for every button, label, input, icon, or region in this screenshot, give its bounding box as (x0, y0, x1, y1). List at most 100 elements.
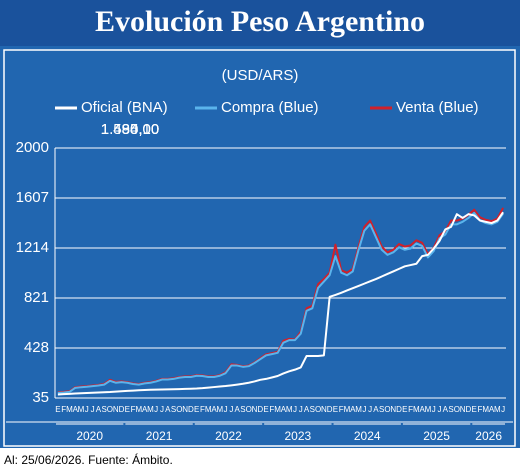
x-tick-label: J (432, 405, 436, 414)
chart-subtitle: (USD/ARS) (222, 67, 299, 84)
x-tick-label: A (350, 405, 356, 414)
x-tick-label: M (344, 405, 351, 414)
x-tick-label: F (61, 405, 66, 414)
x-tick-label: N (113, 405, 119, 414)
x-tick-label: F (408, 405, 413, 414)
x-tick-label: J (362, 405, 366, 414)
chart-title: Evolución Peso Argentino (95, 5, 425, 38)
x-tick-label: F (339, 405, 344, 414)
x-tick-label: D (396, 405, 402, 414)
legend-value: 1.495,00 (101, 121, 159, 138)
x-tick-label: J (501, 405, 505, 414)
x-tick-label: A (489, 405, 495, 414)
x-tick-label: S (310, 405, 315, 414)
x-tick-label: D (257, 405, 263, 414)
year-label: 2026 (475, 429, 502, 443)
x-tick-label: E (194, 405, 199, 414)
y-tick-label: 1607 (16, 189, 49, 206)
x-tick-label: D (327, 405, 333, 414)
title-bar (0, 0, 520, 46)
x-tick-label: N (390, 405, 396, 414)
x-tick-label: M (494, 405, 501, 414)
x-tick-label: M (482, 405, 489, 414)
panel (0, 0, 520, 448)
x-tick-label: N (252, 405, 258, 414)
x-tick-label: M (413, 405, 420, 414)
series-line (57, 211, 504, 394)
x-tick-label: A (165, 405, 171, 414)
y-tick-label: 428 (24, 339, 49, 356)
x-tick-label: J (368, 405, 372, 414)
panel-border (3, 49, 516, 447)
series-line (57, 211, 504, 396)
x-tick-label: D (466, 405, 472, 414)
y-tick-label: 2000 (16, 139, 49, 156)
x-tick-label: M (78, 405, 85, 414)
x-tick-label: M (216, 405, 223, 414)
x-tick-label: J (224, 405, 228, 414)
x-tick-label: E (263, 405, 268, 414)
x-tick-label: O (246, 405, 252, 414)
x-tick-label: J (229, 405, 233, 414)
x-tick-label: F (131, 405, 136, 414)
x-tick-label: E (55, 405, 60, 414)
x-tick-label: O (315, 405, 321, 414)
legend-value: 1.484,10 (101, 121, 159, 138)
x-tick-label: M (205, 405, 212, 414)
x-tick-label: A (96, 405, 102, 414)
x-tick-label: J (91, 405, 95, 414)
x-tick-label: A (304, 405, 310, 414)
x-tick-label: A (211, 405, 217, 414)
x-tick-label: N (182, 405, 188, 414)
x-tick-label: N (460, 405, 466, 414)
x-tick-label: E (472, 405, 477, 414)
x-tick-label: A (443, 405, 449, 414)
x-tick-label: F (200, 405, 205, 414)
x-tick-label: J (299, 405, 303, 414)
x-tick-label: S (101, 405, 106, 414)
x-tick-label: M (425, 405, 432, 414)
legend-label: Venta (Blue) (396, 99, 479, 116)
x-tick-label: J (293, 405, 297, 414)
x-tick-label: N (321, 405, 327, 414)
y-tick-label: 821 (24, 289, 49, 306)
x-tick-label: M (274, 405, 281, 414)
x-tick-label: F (269, 405, 274, 414)
x-tick-label: D (119, 405, 125, 414)
x-tick-label: E (125, 405, 130, 414)
y-tick-label: 35 (32, 389, 49, 406)
x-tick-label: E (333, 405, 338, 414)
year-label: 2024 (354, 429, 381, 443)
x-tick-label: A (73, 405, 79, 414)
year-label: 2025 (423, 429, 450, 443)
x-tick-label: D (188, 405, 194, 414)
year-label: 2023 (284, 429, 311, 443)
footer: Al: 25/06/2026. Fuente: Ámbito. (4, 452, 173, 467)
y-tick-label: 1214 (16, 239, 49, 256)
x-tick-label: S (379, 405, 384, 414)
year-label: 2021 (146, 429, 173, 443)
x-tick-label: F (478, 405, 483, 414)
x-tick-label: J (160, 405, 164, 414)
x-tick-label: J (154, 405, 158, 414)
x-tick-label: A (373, 405, 379, 414)
legend-value: 1.530,00 (101, 121, 159, 138)
x-tick-label: E (402, 405, 407, 414)
x-tick-label: S (240, 405, 245, 414)
legend-label: Oficial (BNA) (81, 99, 168, 116)
x-tick-label: S (448, 405, 453, 414)
x-tick-label: A (234, 405, 240, 414)
year-label: 2020 (76, 429, 103, 443)
x-tick-label: J (85, 405, 89, 414)
x-tick-label: O (384, 405, 390, 414)
x-tick-label: O (107, 405, 113, 414)
x-tick-label: M (136, 405, 143, 414)
x-tick-label: M (355, 405, 362, 414)
x-tick-label: M (66, 405, 73, 414)
x-tick-label: O (454, 405, 460, 414)
x-tick-label: S (171, 405, 176, 414)
legend-label: Compra (Blue) (221, 99, 319, 116)
x-tick-label: J (438, 405, 442, 414)
x-tick-label: A (142, 405, 148, 414)
